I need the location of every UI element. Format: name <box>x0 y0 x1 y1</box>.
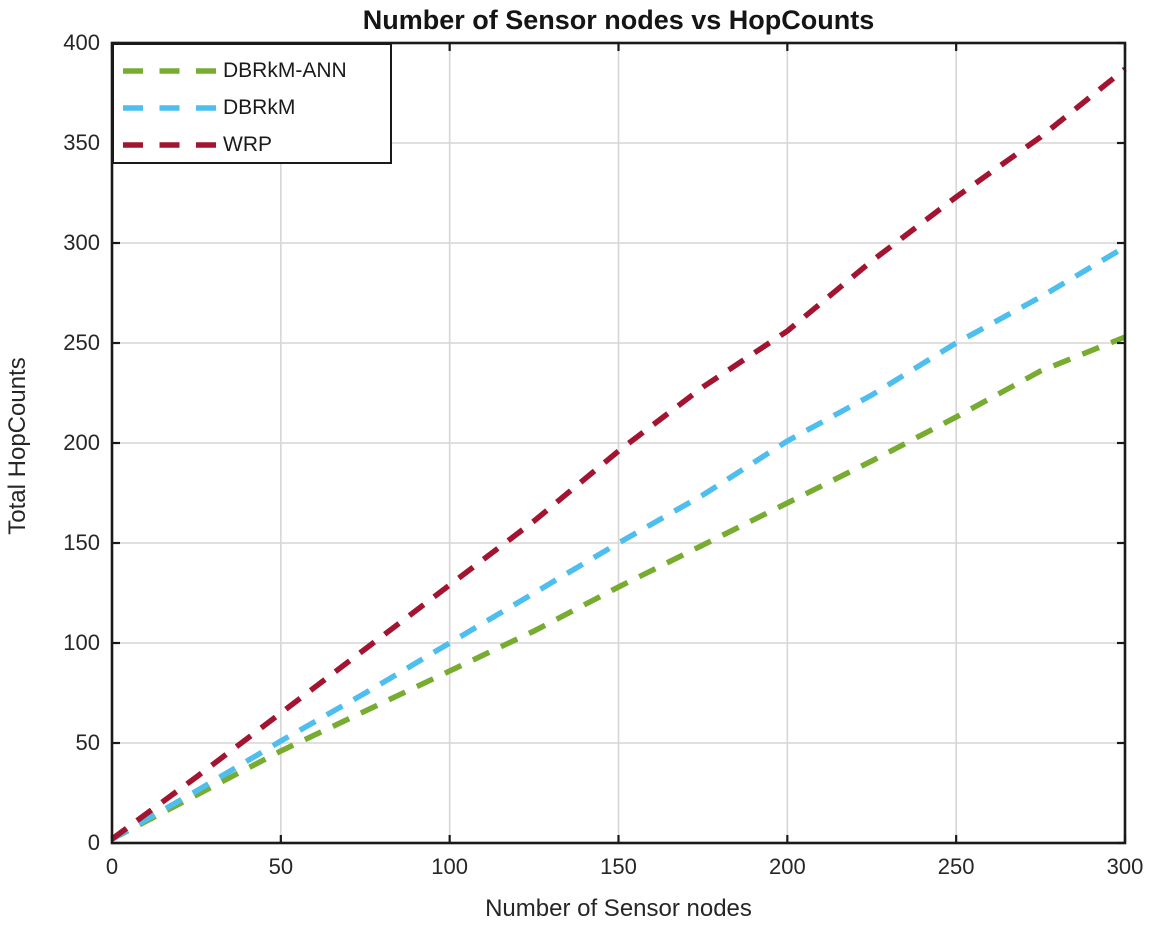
y-axis-label: Total HopCounts <box>4 357 31 535</box>
legend-row-dbrkm: DBRkM <box>114 89 390 126</box>
x-tick-label: 150 <box>600 854 637 879</box>
y-tick-label: 100 <box>63 630 100 655</box>
legend-label: DBRkM <box>223 95 296 119</box>
y-tick-label: 400 <box>63 30 100 55</box>
y-tick-label: 350 <box>63 130 100 155</box>
y-tick-label: 0 <box>87 830 100 855</box>
y-tick-label: 250 <box>63 330 100 355</box>
x-tick-label: 300 <box>1106 854 1144 879</box>
legend-label: WRP <box>223 132 272 156</box>
series-line-dbrkm-ann <box>110 334 1127 842</box>
legend-row-dbrkm-ann: DBRkM-ANN <box>114 52 390 89</box>
legend-line-sample <box>123 104 216 111</box>
chart-title: Number of Sensor nodes vs HopCounts <box>362 5 875 35</box>
legend-line-sample <box>123 67 216 74</box>
x-tick-label: 50 <box>268 854 294 879</box>
legend: DBRkM-ANN DBRkM WRP <box>112 43 392 164</box>
x-tick-label: 200 <box>768 854 806 879</box>
series-line-wrp <box>110 66 1127 842</box>
x-tick-label: 100 <box>431 854 469 879</box>
x-tick-label: 250 <box>937 854 975 879</box>
y-tick-label: 150 <box>63 530 100 555</box>
legend-label: DBRkM-ANN <box>223 58 347 82</box>
legend-line-sample <box>123 141 216 148</box>
x-axis-label: Number of Sensor nodes <box>485 895 752 922</box>
y-tick-label: 50 <box>75 730 100 755</box>
legend-row-wrp: WRP <box>114 126 390 163</box>
x-tick-label: 0 <box>105 854 119 879</box>
y-tick-label: 300 <box>63 230 100 255</box>
y-tick-label: 200 <box>63 430 100 455</box>
series-line-dbrkm <box>110 244 1127 842</box>
